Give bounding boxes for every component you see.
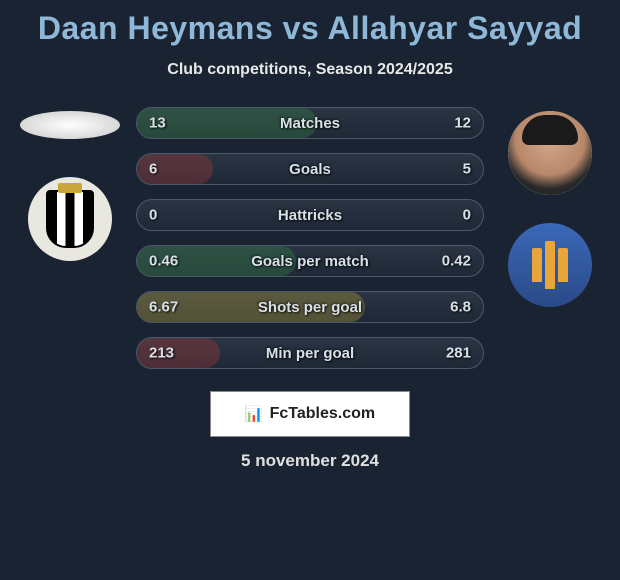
stat-label: Min per goal [266,345,354,362]
stat-left-value: 6 [149,161,157,178]
comparison-card: Daan Heymans vs Allahyar Sayyad Club com… [0,0,620,471]
shield-stripes-icon [46,190,94,248]
stat-right-value: 281 [446,345,471,362]
stat-row-goals-per-match: 0.46 Goals per match 0.42 [136,245,484,277]
stat-row-goals: 6 Goals 5 [136,153,484,185]
stat-label: Matches [280,115,340,132]
banner-text: FcTables.com [270,405,376,423]
date-label: 5 november 2024 [241,451,379,471]
stat-left-value: 0 [149,207,157,224]
stat-label: Goals [289,161,331,178]
stat-left-value: 6.67 [149,299,178,316]
stat-right-value: 6.8 [450,299,471,316]
stat-label: Goals per match [251,253,369,270]
left-column [20,107,120,261]
page-subtitle: Club competitions, Season 2024/2025 [167,61,452,79]
stat-row-shots-per-goal: 6.67 Shots per goal 6.8 [136,291,484,323]
player-silhouette-icon [20,111,120,139]
stat-left-value: 213 [149,345,174,362]
stat-row-min-per-goal: 213 Min per goal 281 [136,337,484,369]
stat-right-value: 0 [463,207,471,224]
stat-label: Shots per goal [258,299,362,316]
left-club-badge [28,177,112,261]
right-column [500,107,600,307]
stat-row-hattricks: 0 Hattricks 0 [136,199,484,231]
castle-towers-icon [522,233,578,297]
right-player-avatar [508,111,592,195]
tower-icon [545,241,555,289]
stat-right-value: 5 [463,161,471,178]
stat-left-value: 0.46 [149,253,178,270]
stat-label: Hattricks [278,207,342,224]
tower-icon [558,248,568,282]
page-title: Daan Heymans vs Allahyar Sayyad [38,10,582,47]
stats-column: 13 Matches 12 6 Goals 5 0 Hattricks 0 0.… [136,107,484,369]
source-banner[interactable]: 📊 FcTables.com [210,391,410,437]
stat-right-value: 0.42 [442,253,471,270]
crown-icon [58,183,82,193]
stat-left-value: 13 [149,115,166,132]
main-area: 13 Matches 12 6 Goals 5 0 Hattricks 0 0.… [0,107,620,369]
player-face-icon [508,111,592,195]
right-club-badge [508,223,592,307]
tower-icon [532,248,542,282]
stat-row-matches: 13 Matches 12 [136,107,484,139]
stat-right-value: 12 [454,115,471,132]
left-player-avatar [20,111,120,149]
chart-icon: 📊 [245,405,264,423]
